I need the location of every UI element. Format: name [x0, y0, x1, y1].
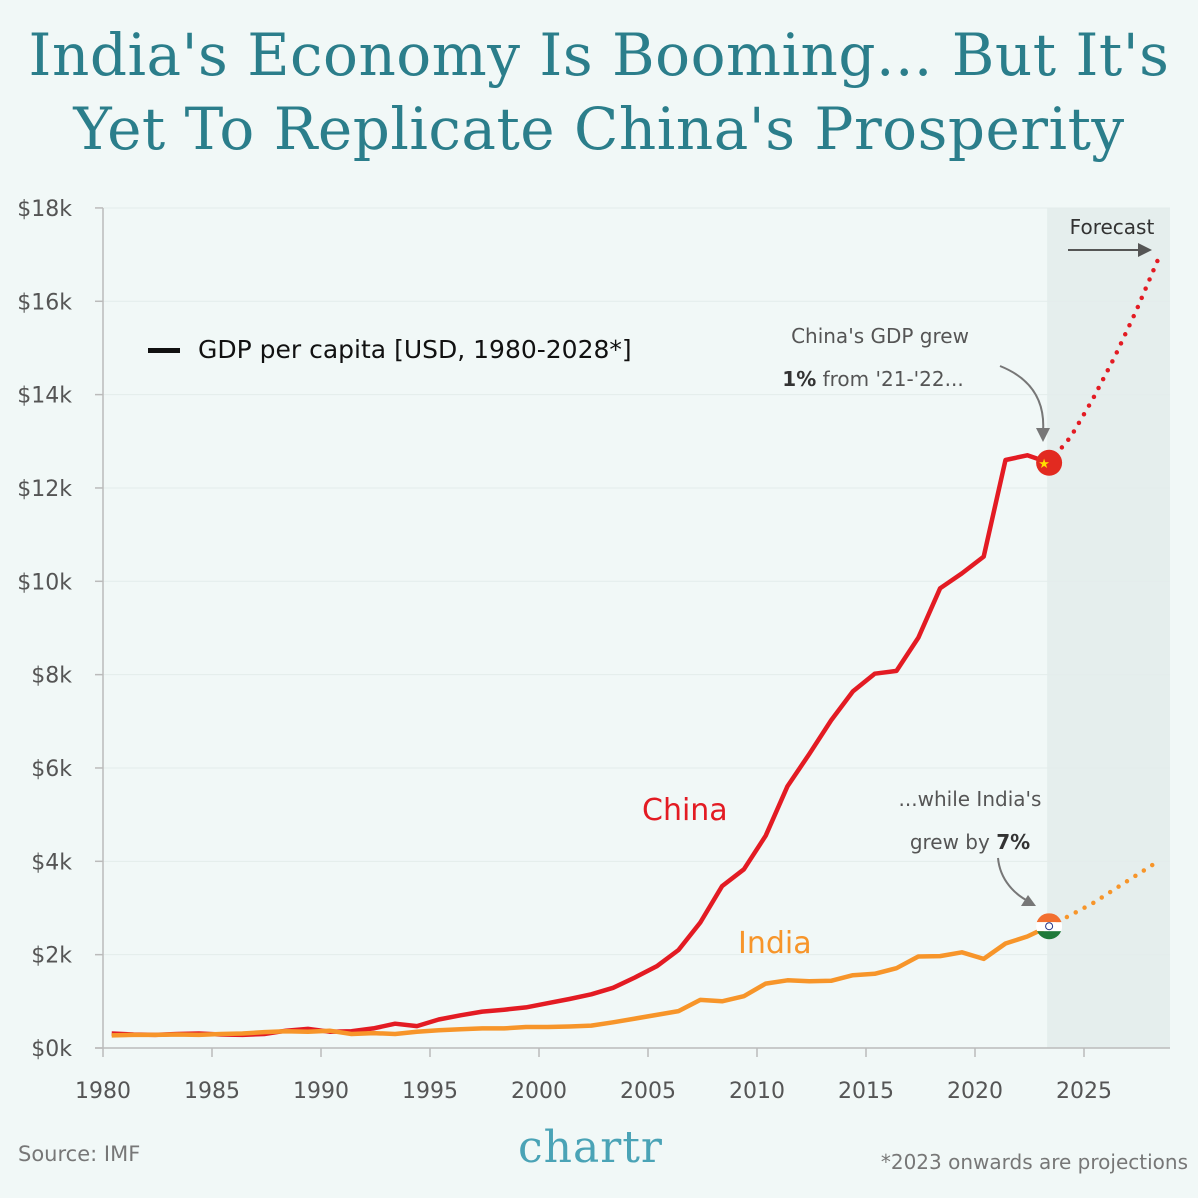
x-tick-label: 1980 [75, 1079, 131, 1104]
chart-title: India's Economy Is Booming... But It's Y… [0, 18, 1198, 166]
title-line-2: Yet To Replicate China's Prosperity [73, 95, 1125, 163]
title-line-1: India's Economy Is Booming... But It's [28, 21, 1170, 89]
india-forecast-line [1046, 859, 1161, 929]
svg-text:★: ★ [1038, 457, 1050, 472]
x-tick-label: 2000 [511, 1079, 567, 1104]
legend: GDP per capita [USD, 1980-2028*] [148, 335, 632, 364]
y-tick-label: $16k [17, 290, 72, 315]
forecast-label: Forecast [1070, 215, 1155, 239]
y-tick-label: $2k [31, 944, 72, 969]
annotation-india-line1: ...while India's [899, 787, 1042, 811]
arrowhead-india [1021, 895, 1036, 906]
y-tick-label: $10k [17, 570, 72, 595]
y-tick-label: $12k [17, 477, 72, 502]
legend-label: GDP per capita [USD, 1980-2028*] [198, 335, 632, 364]
india-line [111, 924, 1051, 1038]
x-tick-label: 2015 [838, 1079, 894, 1104]
china-flag-icon: ★ [1036, 449, 1063, 476]
source-note: Source: IMF [18, 1142, 141, 1166]
y-tick-label: $6k [31, 757, 72, 782]
footnote: *2023 onwards are projections [880, 1150, 1188, 1174]
legend-swatch [148, 348, 180, 353]
x-tick-label: 1985 [184, 1079, 240, 1104]
y-tick-label: $8k [31, 664, 72, 689]
annotation-china-line2: 1% from '21-'22... [782, 367, 963, 391]
x-tick-label: 2020 [947, 1079, 1003, 1104]
china-forecast-line [1046, 257, 1161, 466]
y-tick-label: $0k [31, 1037, 72, 1062]
annotation-china-line1: China's GDP grew [791, 324, 969, 348]
annotation-arrow-china [999, 365, 1045, 433]
china-line [111, 453, 1050, 1038]
x-tick-label: 2010 [729, 1079, 785, 1104]
forecast-region [1047, 208, 1170, 1048]
x-tick-label: 2005 [620, 1079, 676, 1104]
annotation-arrow-india [997, 857, 1031, 903]
x-tick-label: 1990 [293, 1079, 349, 1104]
chartr-logo: chartr [518, 1122, 663, 1173]
forecast-arrow [1068, 243, 1152, 257]
label-china: China [642, 793, 728, 828]
y-tick-label: $18k [17, 197, 72, 222]
label-india: India [738, 926, 812, 961]
x-tick-label: 2025 [1056, 1079, 1112, 1104]
y-tick-label: $14k [17, 384, 72, 409]
india-flag-icon [1036, 913, 1063, 940]
y-tick-label: $4k [31, 850, 72, 875]
annotation-india-line2: grew by 7% [910, 830, 1030, 854]
arrowhead-china [1036, 428, 1050, 442]
x-tick-label: 1995 [402, 1079, 458, 1104]
